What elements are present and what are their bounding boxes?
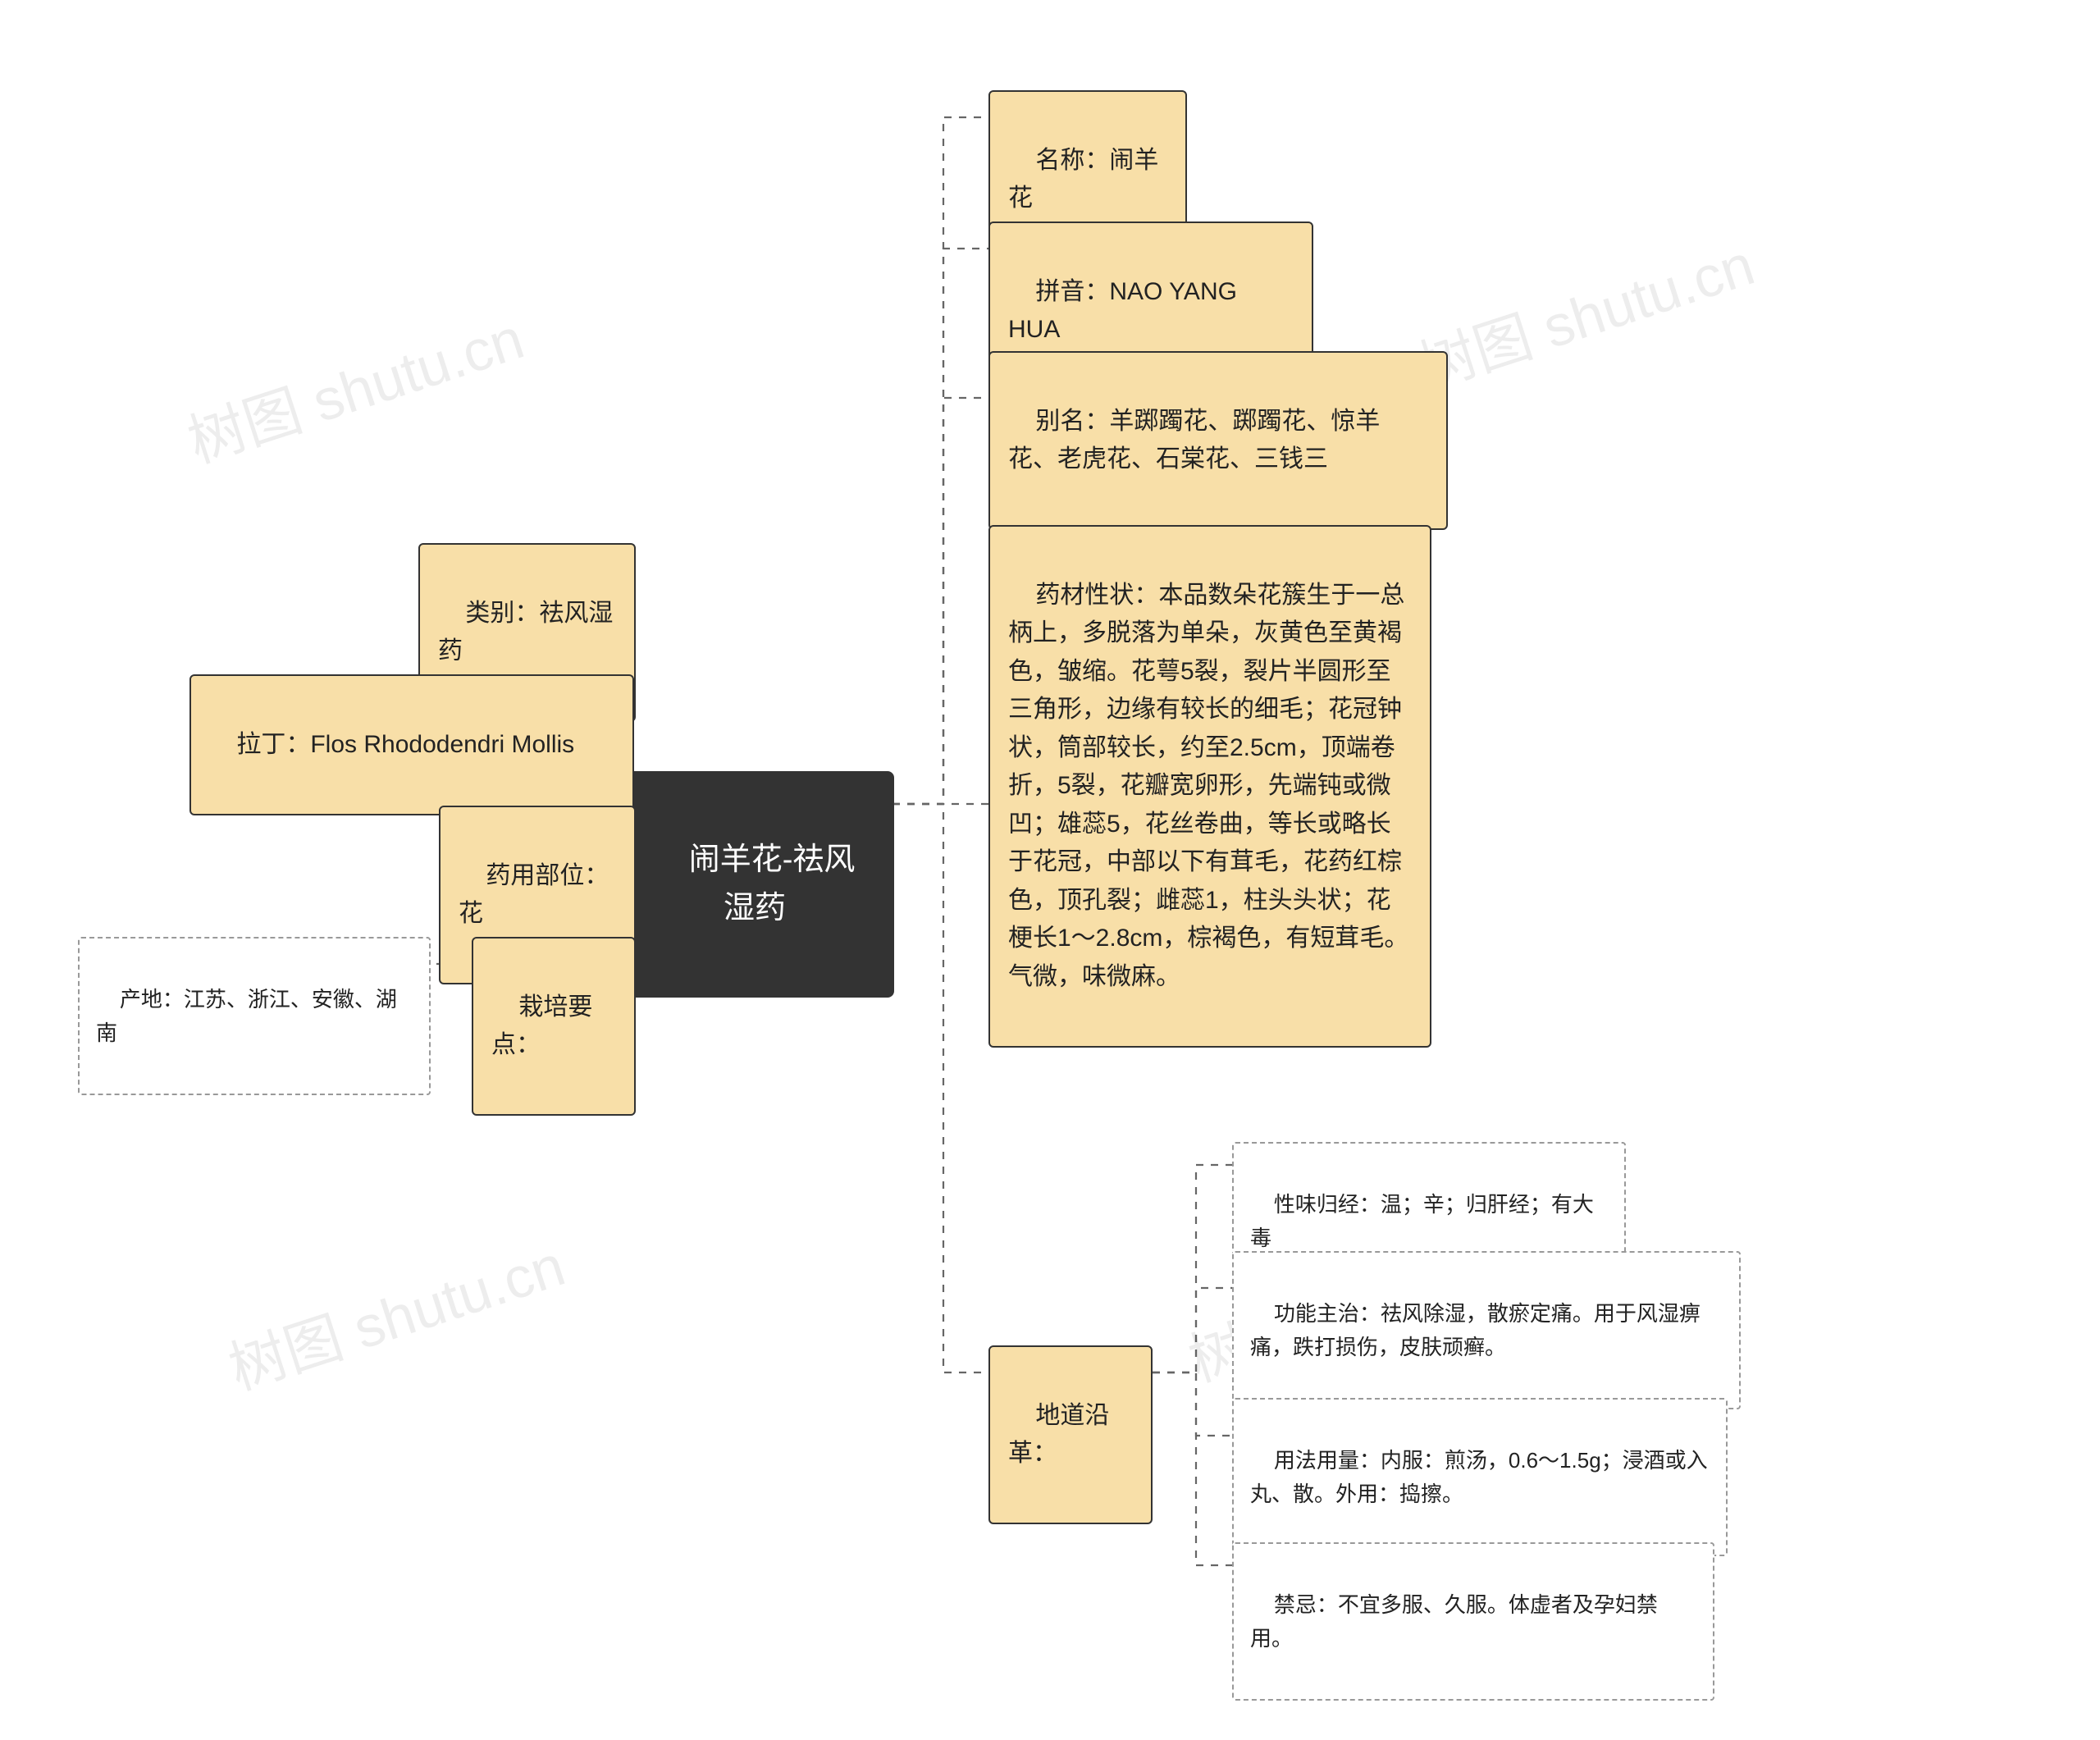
node-label: 性味归经：温；辛；归肝经；有大毒 [1250, 1192, 1594, 1249]
watermark: 树图 shutu.cn [1407, 219, 1764, 405]
node-label: 药用部位：花 [459, 862, 609, 928]
node-traits[interactable]: 药材性状：本品数朵花簇生于一总柄上，多脱落为单朵，灰黄色至黄褐色，皱缩。花萼5裂… [988, 525, 1431, 1048]
node-label: 类别：祛风湿药 [438, 600, 613, 665]
node-caution[interactable]: 禁忌：不宜多服、久服。体虚者及孕妇禁用。 [1232, 1542, 1714, 1701]
node-label: 禁忌：不宜多服、久服。体虚者及孕妇禁用。 [1250, 1592, 1658, 1650]
node-label: 别名：羊踯躅花、踯躅花、惊羊花、老虎花、石棠花、三钱三 [1008, 408, 1380, 473]
node-history[interactable]: 地道沿革： [988, 1345, 1153, 1524]
watermark: 树图 shutu.cn [217, 1220, 574, 1406]
node-label: 用法用量：内服：煎汤，0.6～1.5g；浸酒或入丸、散。外用：捣擦。 [1250, 1448, 1708, 1505]
node-label: 药材性状：本品数朵花簇生于一总柄上，多脱落为单朵，灰黄色至黄褐色，皱缩。花萼5裂… [1008, 582, 1408, 990]
node-label: 拼音：NAO YANG HUA [1008, 278, 1244, 344]
root-label: 闹羊花-祛风湿药 [689, 843, 856, 925]
node-label: 地道沿革： [1008, 1402, 1109, 1468]
node-dosage[interactable]: 用法用量：内服：煎汤，0.6～1.5g；浸酒或入丸、散。外用：捣擦。 [1232, 1398, 1728, 1556]
node-label: 产地：江苏、浙江、安徽、湖南 [96, 987, 397, 1044]
node-origin[interactable]: 产地：江苏、浙江、安徽、湖南 [78, 937, 431, 1095]
node-label: 栽培要点： [491, 993, 592, 1059]
node-label: 功能主治：祛风除湿，散瘀定痛。用于风湿痹痛，跌打损伤，皮肤顽癣。 [1250, 1301, 1701, 1359]
root-node[interactable]: 闹羊花-祛风湿药 [615, 771, 894, 998]
node-label: 拉丁：Flos Rhododendri Mollis [236, 731, 574, 758]
node-cultivate[interactable]: 栽培要点： [472, 937, 636, 1116]
node-function[interactable]: 功能主治：祛风除湿，散瘀定痛。用于风湿痹痛，跌打损伤，皮肤顽癣。 [1232, 1251, 1741, 1409]
node-latin[interactable]: 拉丁：Flos Rhododendri Mollis [189, 674, 634, 815]
node-alias[interactable]: 别名：羊踯躅花、踯躅花、惊羊花、老虎花、石棠花、三钱三 [988, 351, 1448, 530]
mindmap-canvas: 树图 shutu.cn 树图 shutu.cn 树图 shutu.cn 树图 s… [0, 0, 2100, 1740]
node-label: 名称：闹羊花 [1008, 147, 1158, 212]
watermark: 树图 shutu.cn [176, 293, 533, 479]
